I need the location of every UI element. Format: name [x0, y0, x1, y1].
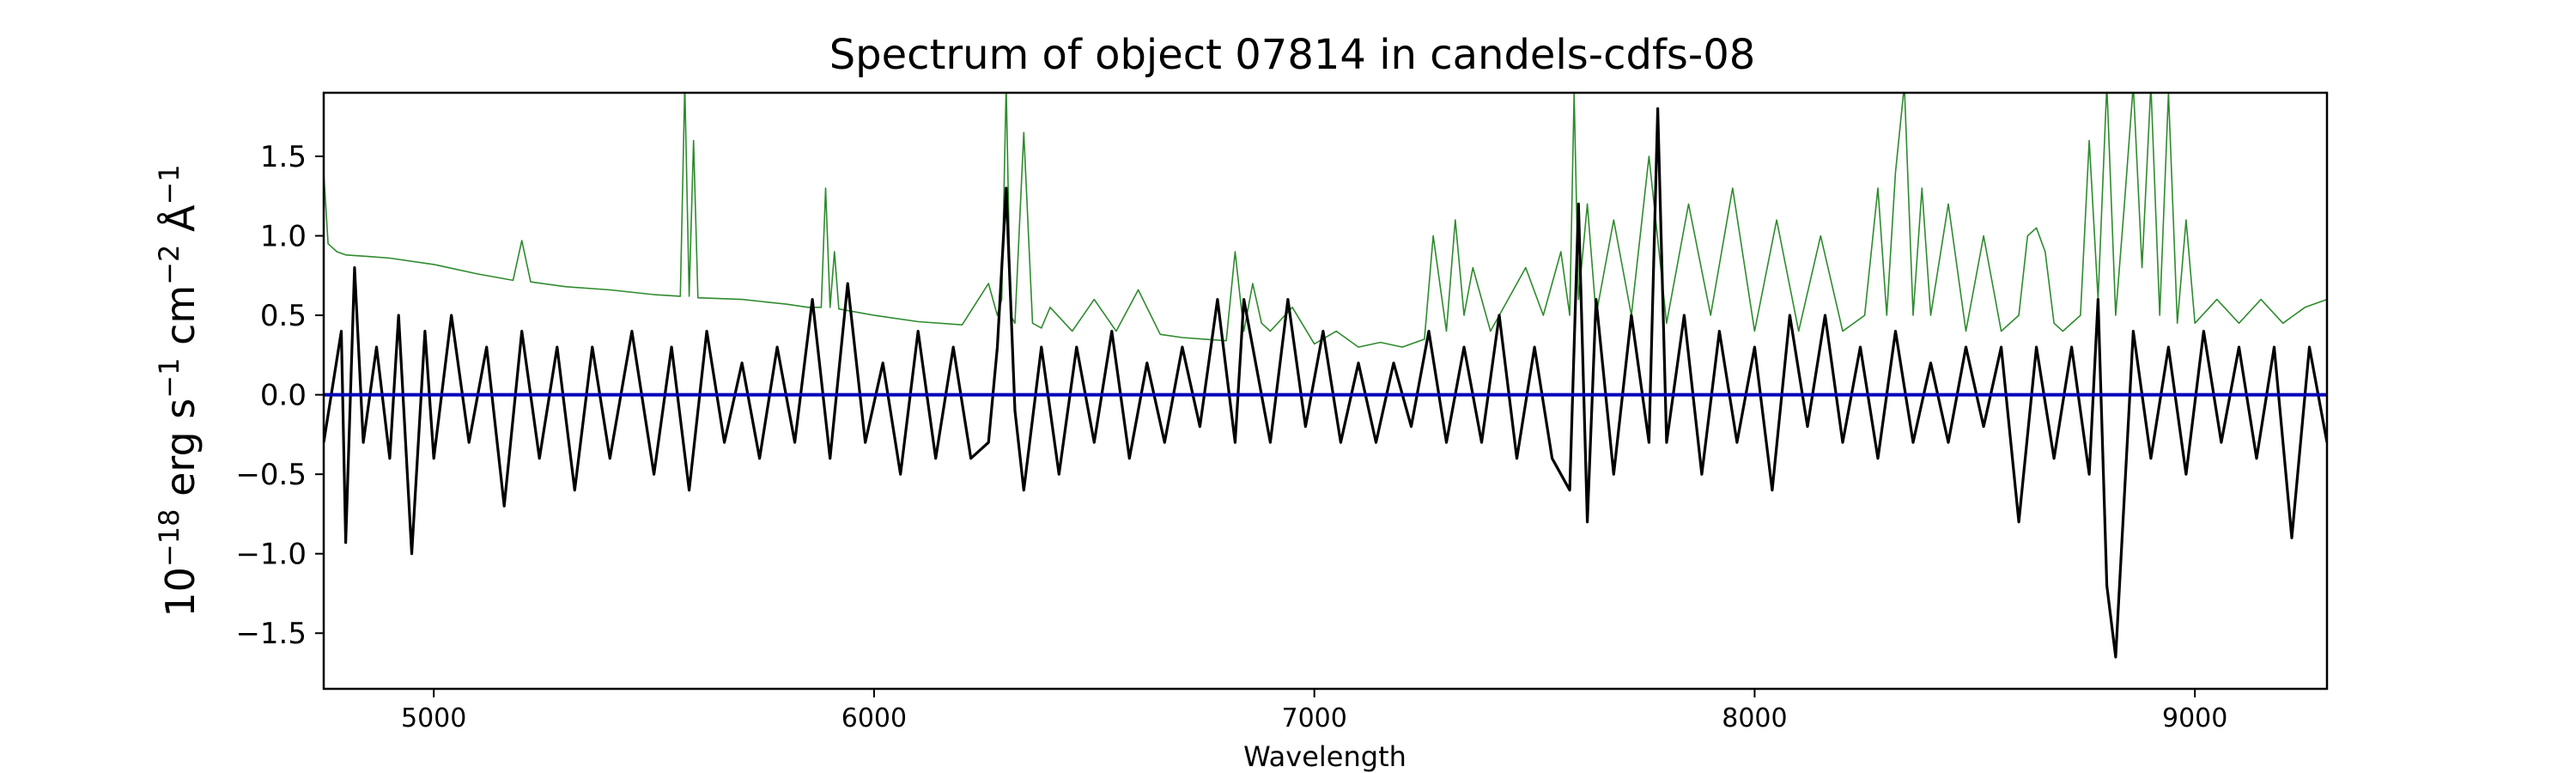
- y-tick-label: 0.0: [260, 379, 307, 413]
- y-tick-label: −0.5: [235, 458, 307, 492]
- y-tick-label: 1.5: [260, 140, 307, 174]
- y-label-cm: cm: [157, 285, 204, 358]
- y-tick-label: 1.0: [260, 220, 307, 254]
- x-tick-label: 7000: [1282, 703, 1347, 733]
- x-tick-label: 8000: [1722, 703, 1787, 733]
- y-tick-label: −1.5: [235, 617, 307, 651]
- series-layer: [324, 93, 2327, 659]
- y-label-exp3: −2: [153, 245, 185, 285]
- x-axis-label: Wavelength: [1243, 740, 1406, 773]
- x-tick-label: 5000: [401, 703, 466, 733]
- y-axis-label: 10−18 erg s−1 cm−2 Å−1: [153, 164, 204, 617]
- y-label-ang: Å: [157, 204, 204, 245]
- y-tick-label: −1.0: [235, 538, 307, 572]
- y-label-base: 10: [157, 567, 204, 618]
- y-tick-label: 0.5: [260, 299, 307, 333]
- y-axis: −1.5 −1.0 −0.5 0.0 0.5 1.0 1.5: [235, 140, 324, 651]
- x-axis: 5000 6000 7000 8000 9000: [401, 689, 2227, 733]
- x-tick-label: 6000: [841, 703, 907, 733]
- chart-title: Spectrum of object 07814 in candels-cdfs…: [829, 31, 1756, 79]
- flux-series-line: [324, 107, 2327, 659]
- x-tick-label: 9000: [2162, 703, 2227, 733]
- y-label-exp1: −18: [153, 509, 185, 568]
- error-series-line: [324, 93, 2327, 348]
- y-label-exp4: −1: [153, 164, 185, 204]
- y-label-erg: erg s: [157, 399, 204, 509]
- plot-frame: [322, 91, 2329, 691]
- y-label-exp2: −1: [153, 358, 185, 399]
